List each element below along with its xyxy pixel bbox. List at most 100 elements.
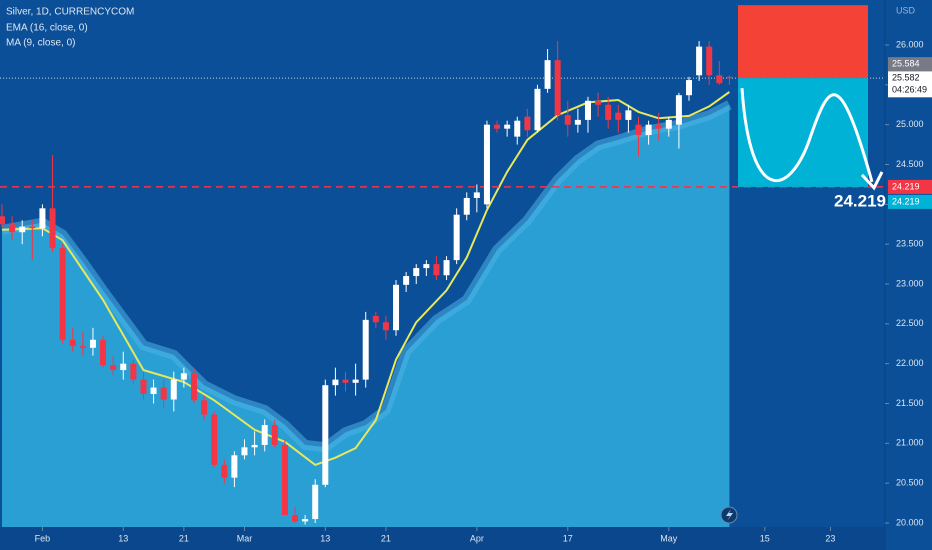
y-tick-label: 20.500 — [896, 478, 924, 488]
chart-title: Silver, 1D, CURRENCYCOM — [6, 7, 134, 18]
stop-zone — [738, 5, 868, 79]
candle-body — [524, 116, 531, 131]
candle-body — [160, 387, 167, 400]
candle-body — [473, 192, 480, 198]
price-label: 24.219 — [892, 196, 920, 206]
candle-body — [696, 46, 703, 76]
candle-body — [544, 60, 551, 89]
x-tick-label: 21 — [179, 533, 189, 543]
x-tick-label: Mar — [237, 533, 253, 543]
price-label-box — [888, 179, 932, 194]
candle-body — [615, 112, 622, 120]
price-label-box — [888, 194, 932, 209]
candle-body — [9, 224, 16, 233]
candle-body — [271, 425, 278, 445]
candle-body — [393, 284, 400, 331]
price-label: 25.584 — [892, 59, 920, 69]
y-tick-label: 21.000 — [896, 438, 924, 448]
candle-body — [483, 124, 490, 205]
candle-body — [665, 119, 672, 129]
candle-body — [0, 216, 6, 225]
target-zone — [738, 78, 868, 187]
candle-body — [706, 46, 713, 76]
candle-body — [382, 322, 389, 331]
y-tick-label: 24.500 — [896, 159, 924, 169]
candle-body — [292, 515, 298, 522]
y-tick-label: 22.000 — [896, 358, 924, 368]
y-tick-label: 23.000 — [896, 278, 924, 288]
ma-area — [2, 104, 730, 528]
candle-body — [130, 363, 137, 380]
candle-body — [281, 444, 288, 516]
price-label-box — [888, 57, 932, 72]
ma-band — [1, 100, 732, 453]
x-tick-label: May — [660, 533, 678, 543]
candle-body — [716, 75, 723, 84]
candle-body — [443, 260, 450, 276]
candle-body — [342, 379, 349, 383]
target-annotation: 24.219 — [834, 191, 886, 210]
candle-body — [110, 365, 117, 371]
candle-body — [241, 447, 248, 456]
forecast-arrow — [860, 171, 884, 191]
candle-body — [584, 100, 591, 120]
candle-body — [89, 339, 96, 348]
countdown: 04:26:49 — [892, 85, 927, 95]
candle-body — [302, 519, 309, 522]
candle-body — [201, 400, 208, 415]
candle-body — [29, 226, 36, 229]
candle-body — [190, 373, 197, 401]
candle-body — [211, 414, 218, 465]
candle-body — [494, 124, 501, 129]
legend-entry: EMA (16, close, 0) — [6, 23, 88, 34]
candle-body — [625, 110, 632, 120]
candle-body — [180, 373, 187, 380]
candle-body — [514, 120, 521, 137]
candle-body — [534, 88, 541, 131]
x-tick-label: 17 — [563, 533, 573, 543]
x-tick-label: Apr — [470, 533, 484, 543]
candle-body — [453, 214, 460, 261]
currency: USD — [896, 5, 916, 15]
y-tick-label: 26.000 — [896, 39, 924, 49]
candle-body — [150, 387, 157, 394]
candle-body — [100, 339, 107, 366]
candle-body — [655, 124, 662, 129]
y-tick-label: 20.000 — [896, 517, 924, 527]
candle-body — [635, 124, 642, 136]
candle-body — [372, 315, 379, 323]
candle-body — [362, 319, 369, 380]
x-tick-label: 23 — [825, 533, 835, 543]
candle-body — [322, 385, 329, 485]
candle-body — [120, 363, 127, 371]
candle-body — [463, 197, 470, 215]
candle-body — [433, 264, 440, 276]
candle-body — [423, 264, 430, 269]
candle-body — [675, 95, 682, 125]
y-tick-label: 21.500 — [896, 398, 924, 408]
lightning — [726, 509, 733, 521]
candle-body — [79, 346, 86, 348]
candle-body — [726, 76, 733, 79]
candle-body — [595, 100, 602, 105]
candle-body — [261, 425, 268, 445]
candle-body — [574, 119, 581, 125]
x-tick-label: 21 — [381, 533, 391, 543]
candle-body — [251, 444, 258, 448]
candle-body — [403, 276, 410, 285]
price-label: 25.582 — [892, 73, 920, 83]
candle-body — [554, 60, 561, 116]
candle-body — [59, 248, 66, 340]
price-label-box — [888, 71, 932, 98]
candle-body — [564, 115, 571, 125]
y-tick-label: 22.500 — [896, 318, 924, 328]
y-tick-label: 25.000 — [896, 119, 924, 129]
candle-body — [231, 455, 238, 478]
x-tick-label: 13 — [320, 533, 330, 543]
x-tick-label: 13 — [118, 533, 128, 543]
candle-body — [39, 208, 46, 229]
y-tick-label: 23.500 — [896, 239, 924, 249]
candle-body — [605, 104, 612, 120]
price-label: 24.219 — [892, 181, 920, 191]
candle-body — [19, 226, 26, 233]
